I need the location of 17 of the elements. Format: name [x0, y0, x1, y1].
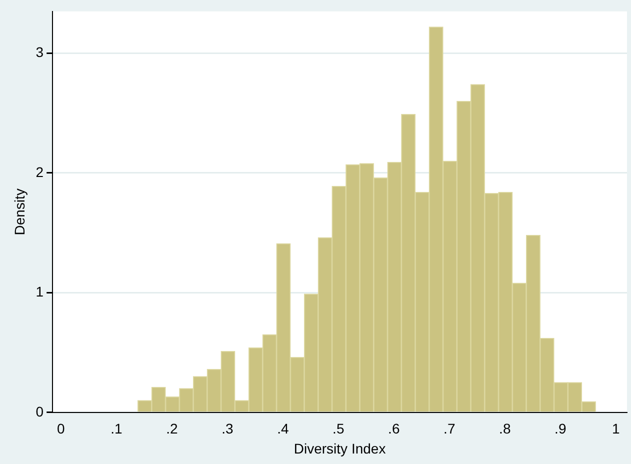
y-tick-label: 2 [36, 164, 44, 180]
y-tick-label: 0 [36, 403, 44, 420]
x-tick-label: .1 [110, 420, 122, 437]
y-tick-label: 3 [36, 44, 44, 60]
y-axis-title: Density [11, 188, 28, 236]
x-axis-title: Diversity Index [294, 440, 386, 456]
x-tick-label: 0 [57, 420, 66, 437]
x-tick-label: 1 [612, 420, 620, 437]
y-tick-label: 1 [36, 284, 44, 300]
x-tick-label: .4 [277, 420, 289, 437]
x-tick-label: .8 [499, 420, 511, 437]
x-tick-label: .5 [332, 420, 344, 437]
x-tick-label: .3 [222, 420, 234, 437]
x-tick-label: .7 [444, 420, 456, 437]
x-tick-label: .9 [554, 420, 566, 437]
x-tick-label: .6 [388, 420, 400, 437]
x-tick-label: .2 [166, 420, 178, 437]
